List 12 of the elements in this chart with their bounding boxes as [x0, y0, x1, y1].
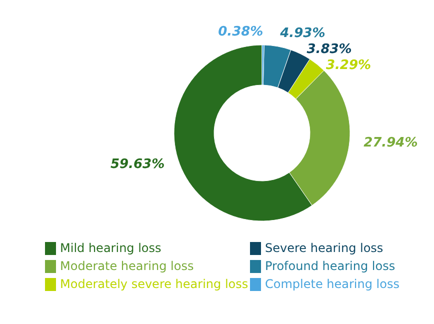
legend-label: Mild hearing loss	[60, 241, 162, 256]
legend-label: Moderately severe hearing loss	[60, 277, 248, 292]
data-label: 3.83%	[306, 42, 352, 58]
data-label: 0.38%	[218, 24, 264, 40]
legend-label: Severe hearing loss	[265, 241, 384, 256]
legend-label: Complete hearing loss	[265, 277, 400, 292]
data-label: 3.29%	[326, 58, 372, 74]
data-label: 59.63%	[110, 156, 165, 172]
data-label: 27.94%	[364, 136, 418, 151]
legend-label: Moderate hearing loss	[60, 259, 194, 274]
data-label: 4.93%	[279, 26, 326, 42]
legend-label: Profound hearing loss	[265, 259, 396, 274]
